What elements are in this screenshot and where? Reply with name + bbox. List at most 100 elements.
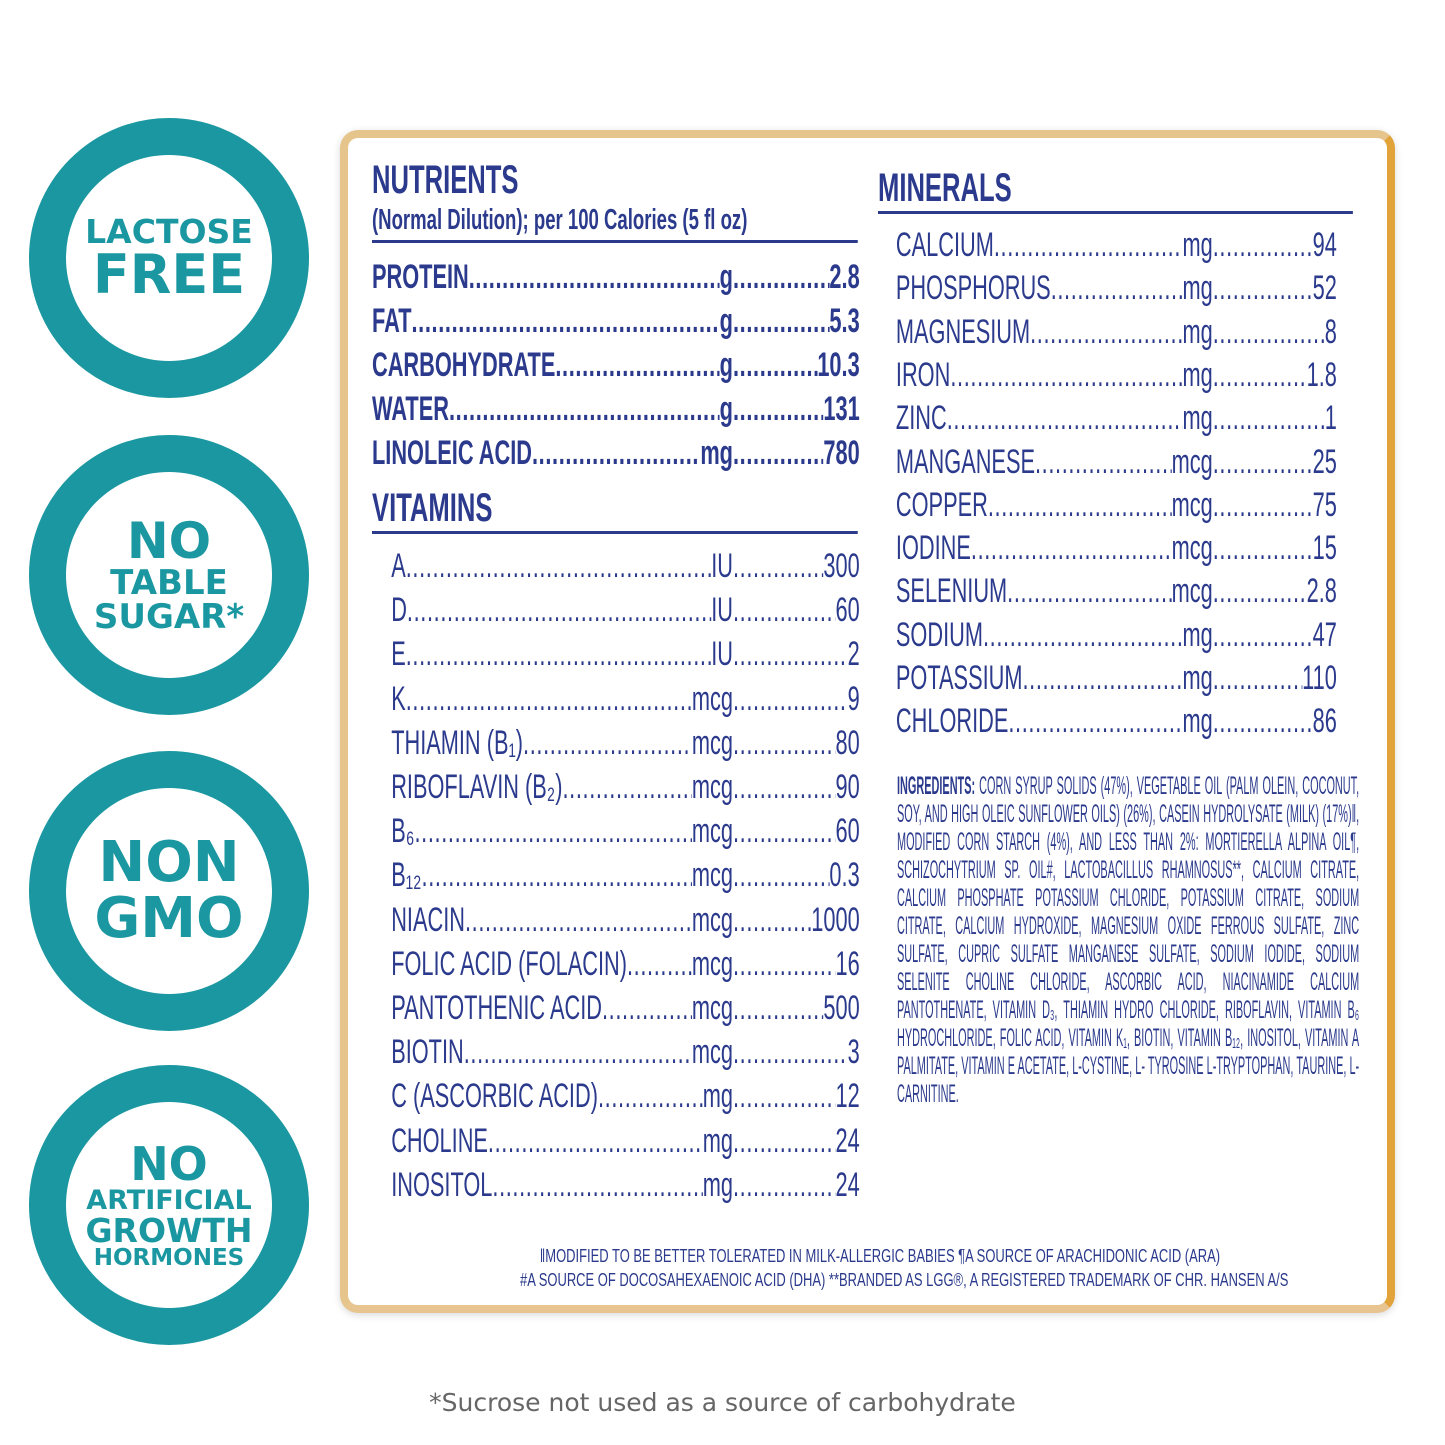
nutrient-row: FOLIC ACID (FOLACIN) mcg 16: [391, 942, 859, 986]
row-label-group: BIOTIN mcg: [391, 1030, 733, 1074]
dot-leader: [555, 343, 719, 387]
row-label-group: CHOLINE mg: [391, 1119, 733, 1163]
nutrient-name: LINOLEIC ACID: [372, 434, 532, 472]
nutrient-unit: IU: [711, 547, 733, 585]
nutrient-unit: mg: [1182, 355, 1213, 394]
nutrient-value: 1000: [811, 900, 860, 939]
nutrient-name: B₁₂: [391, 856, 422, 895]
nutrient-unit: mcg: [691, 812, 733, 851]
nutrient-row: B₁₂ mcg 0.3: [391, 853, 859, 897]
dot-leader: [422, 853, 692, 897]
nutrient-value: 5.3: [829, 302, 860, 340]
row-label-group: FAT g: [372, 299, 733, 343]
footnotes: ‖MODIFIED TO BE BETTER TOLERATED IN MILK…: [380, 1244, 1380, 1292]
nutrient-row: COPPER mcg 75: [896, 483, 1337, 527]
nutrient-unit: g: [719, 346, 733, 384]
nutrient-value: 131: [823, 390, 860, 428]
nutrient-value: 8: [1324, 312, 1337, 351]
dot-leader: [1213, 310, 1325, 354]
nutrient-row: CARBOHYDRATE g 10.3: [372, 343, 860, 387]
minerals-column: MINERALS CALCIUMmg94PHOSPHORUSmg52MAGNES…: [878, 0, 1353, 760]
nutrient-value: 24: [835, 1165, 860, 1204]
row-value-group: 12: [733, 1074, 859, 1118]
non-gmo-badge: NON GMO: [29, 751, 309, 1031]
nutrient-value: 3: [847, 1033, 860, 1072]
nutrient-value: 2: [847, 635, 860, 674]
dot-leader: [488, 1119, 703, 1163]
dot-leader: [994, 223, 1183, 267]
no-table-sugar-badge: NO TABLE SUGAR*: [29, 435, 309, 715]
nutrient-unit: mg: [1182, 312, 1213, 351]
badge-text: TABLE: [110, 563, 228, 603]
row-value-group: 9: [733, 677, 860, 721]
nutrient-unit: mcg: [1171, 485, 1213, 524]
badge-text: GMO: [94, 886, 244, 951]
nutrient-unit: mcg: [1171, 529, 1213, 568]
nutrient-row: BIOTIN mcg 3: [391, 1030, 859, 1074]
nutrient-name: D: [391, 591, 407, 630]
nutrient-row: FAT g 5.3: [372, 299, 860, 343]
row-label-group: RIBOFLAVIN (B₂) mcg: [391, 765, 733, 809]
nutrient-name: IODINE: [895, 529, 971, 568]
nutrient-row: E IU 2: [391, 632, 859, 676]
row-label-group: C (ASCORBIC ACID) mg: [391, 1074, 733, 1118]
dot-leader: [1007, 569, 1171, 613]
nutrient-unit: mcg: [691, 944, 733, 983]
dot-leader: [971, 526, 1172, 570]
dot-leader: [947, 396, 1183, 440]
nutrient-value: 110: [1302, 659, 1337, 697]
nutrient-unit: mg: [702, 1077, 733, 1116]
nutrient-unit: IU: [711, 635, 733, 674]
nutrient-row: WATER g 131: [372, 387, 860, 431]
nutrient-value: 47: [1312, 615, 1337, 654]
footnote: #A SOURCE OF DOCOSAHEXAENOIC ACID (DHA) …: [520, 1270, 1289, 1290]
nutrient-name: BIOTIN: [391, 1033, 464, 1072]
nutrient-row: PHOSPHORUS mg 52: [896, 266, 1337, 310]
nutrient-name: SODIUM: [895, 615, 983, 654]
row-label-group: FOLIC ACID (FOLACIN) mcg: [391, 942, 733, 986]
badge-text: LACTOSE: [85, 211, 253, 251]
row-label-group: SODIUM mg: [896, 613, 1213, 657]
nutrient-value: 25: [1312, 442, 1337, 481]
nutrient-value: 24: [835, 1121, 860, 1160]
dot-leader: [1213, 526, 1313, 570]
dot-leader: [733, 721, 836, 765]
nutrient-row: MAGNESIUM mg 8: [896, 310, 1337, 354]
row-value-group: 75: [1213, 483, 1337, 527]
row-label-group: B₆ mcg: [391, 809, 733, 853]
dot-leader: [733, 1163, 836, 1207]
dot-leader: [733, 632, 848, 676]
nutrient-name: PANTOTHENIC ACID: [391, 989, 602, 1027]
footnote: ‖MODIFIED TO BE BETTER TOLERATED IN MILK…: [539, 1246, 1221, 1266]
dot-leader: [449, 387, 720, 431]
nutrient-row: SODIUM mg 47: [896, 613, 1337, 657]
nutrient-unit: mcg: [691, 723, 733, 762]
dot-leader: [733, 677, 848, 721]
row-label-group: CARBOHYDRATE g: [372, 343, 733, 387]
row-label-group: LINOLEIC ACID mg: [372, 431, 733, 475]
dot-leader: [464, 1030, 692, 1074]
dot-leader: [733, 809, 836, 853]
dot-leader: [562, 765, 691, 809]
badge-text: ARTIFICIAL: [86, 1184, 252, 1216]
nutrient-row: CHLORIDE mg 86: [896, 699, 1337, 743]
nutrient-value: 52: [1312, 269, 1337, 308]
dot-leader: [1213, 656, 1302, 700]
nutrient-row: IRON mg 1.8: [896, 353, 1337, 397]
row-value-group: 24: [733, 1163, 860, 1207]
row-value-group: 1.8: [1213, 353, 1337, 397]
nutrient-name: POTASSIUM: [895, 659, 1023, 697]
badge-text: FREE: [92, 242, 246, 306]
nutrient-name: B₆: [391, 812, 415, 851]
nutrient-value: 2.8: [1306, 572, 1337, 611]
row-label-group: MAGNESIUM mg: [896, 310, 1213, 354]
nutrient-name: CHOLINE: [391, 1121, 488, 1160]
dot-leader: [1213, 353, 1307, 397]
dot-leader: [733, 1030, 848, 1074]
nutrient-unit: mcg: [1171, 442, 1213, 481]
badge-text: GROWTH: [85, 1210, 253, 1250]
nutrient-row: C (ASCORBIC ACID) mg 12: [391, 1074, 859, 1118]
nutrient-row: MANGANESE mcg 25: [896, 440, 1337, 484]
row-label-group: PANTOTHENIC ACID mcg: [391, 986, 733, 1030]
nutrient-value: 75: [1312, 485, 1337, 524]
